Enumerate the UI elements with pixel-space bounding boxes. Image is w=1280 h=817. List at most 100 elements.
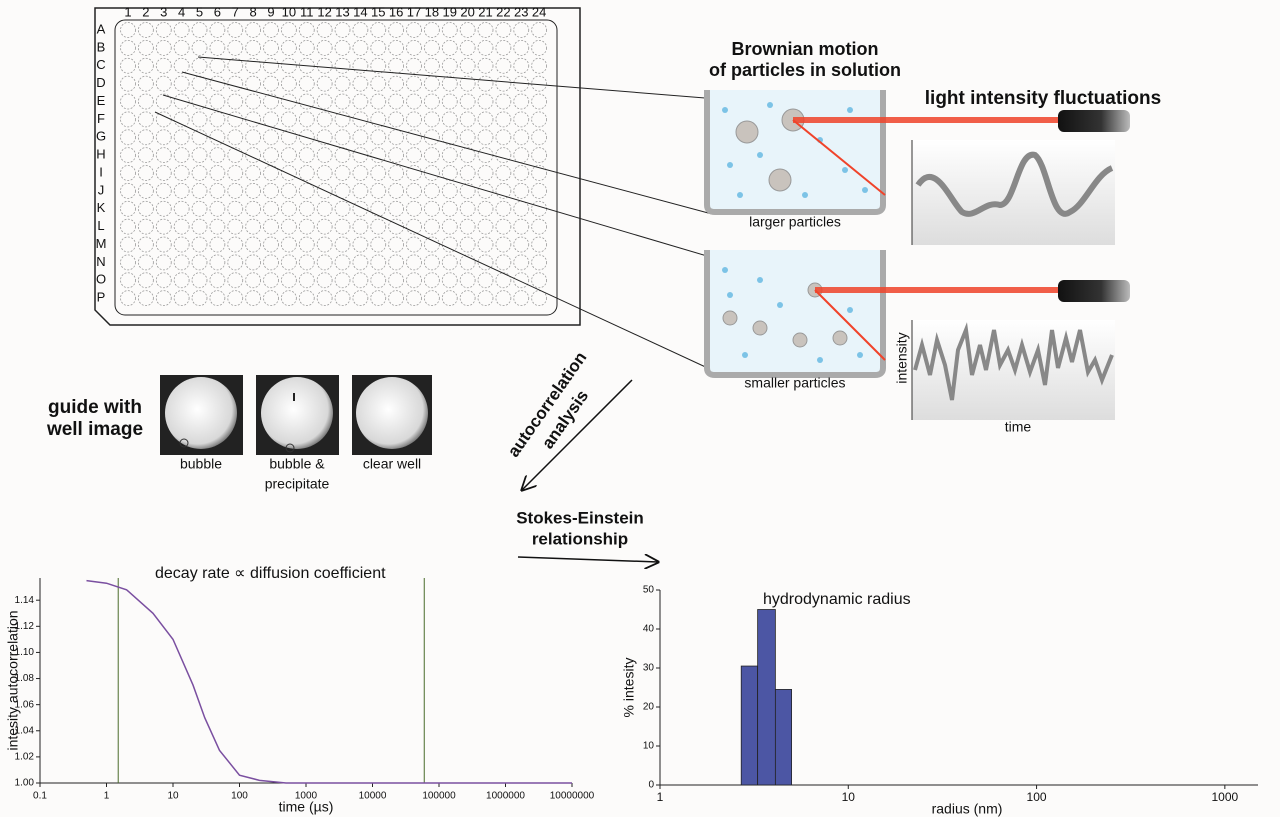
column-label: 10 — [282, 4, 296, 19]
well — [407, 183, 422, 198]
column-label: 14 — [353, 4, 367, 19]
well — [246, 23, 261, 38]
well — [174, 273, 189, 288]
column-label: 17 — [407, 4, 421, 19]
well — [192, 255, 207, 270]
well — [121, 219, 136, 234]
smaller-label: smaller particles — [744, 375, 845, 391]
well — [335, 23, 350, 38]
well-label: bubble & — [269, 456, 325, 472]
well — [138, 130, 153, 145]
well — [407, 112, 422, 127]
column-label: 24 — [532, 4, 546, 19]
well — [424, 148, 439, 163]
well — [389, 40, 404, 55]
well — [210, 166, 225, 181]
well — [246, 201, 261, 216]
well — [460, 273, 475, 288]
well — [192, 94, 207, 109]
well — [424, 255, 439, 270]
bar — [741, 666, 757, 785]
well — [228, 76, 243, 91]
well — [353, 201, 368, 216]
well — [246, 219, 261, 234]
row-label: J — [98, 182, 105, 197]
well — [121, 130, 136, 145]
well — [156, 255, 171, 270]
y-axis-label: intesity autocorrelation — [5, 610, 21, 750]
well — [192, 291, 207, 306]
data-line — [86, 581, 572, 783]
well — [228, 166, 243, 181]
well — [389, 130, 404, 145]
well — [138, 219, 153, 234]
well — [335, 130, 350, 145]
well — [442, 76, 457, 91]
well — [246, 94, 261, 109]
well — [424, 237, 439, 252]
well — [246, 130, 261, 145]
y-tick-label: 40 — [643, 624, 655, 635]
well — [371, 201, 386, 216]
well — [281, 183, 296, 198]
well — [264, 219, 279, 234]
well — [389, 255, 404, 270]
well — [532, 237, 547, 252]
well — [138, 273, 153, 288]
well — [442, 148, 457, 163]
well — [317, 291, 332, 306]
well — [424, 58, 439, 73]
well — [138, 76, 153, 91]
well — [281, 112, 296, 127]
well — [496, 219, 511, 234]
well — [192, 219, 207, 234]
well — [228, 148, 243, 163]
well — [407, 76, 422, 91]
well — [121, 94, 136, 109]
well — [264, 130, 279, 145]
well — [353, 94, 368, 109]
well — [156, 166, 171, 181]
well — [156, 40, 171, 55]
well — [460, 201, 475, 216]
well — [156, 23, 171, 38]
well — [174, 148, 189, 163]
column-label: 19 — [443, 4, 457, 19]
well — [246, 166, 261, 181]
well — [281, 291, 296, 306]
well — [424, 94, 439, 109]
well — [460, 130, 475, 145]
row-label: M — [96, 236, 107, 251]
well — [424, 23, 439, 38]
column-label: 6 — [214, 4, 221, 19]
well — [353, 219, 368, 234]
well — [174, 201, 189, 216]
well — [335, 201, 350, 216]
well — [299, 23, 314, 38]
well — [210, 219, 225, 234]
well-label: bubble — [180, 456, 222, 472]
well — [478, 40, 493, 55]
well — [121, 237, 136, 252]
well — [138, 112, 153, 127]
well — [478, 166, 493, 181]
well — [353, 166, 368, 181]
well — [514, 166, 529, 181]
well — [264, 112, 279, 127]
well — [496, 76, 511, 91]
well — [317, 94, 332, 109]
trace-y-label: intensity — [894, 332, 910, 383]
well — [389, 166, 404, 181]
well — [442, 237, 457, 252]
well — [532, 201, 547, 216]
well — [424, 273, 439, 288]
well — [496, 166, 511, 181]
well — [514, 112, 529, 127]
well — [424, 291, 439, 306]
bar — [758, 610, 776, 786]
well — [353, 76, 368, 91]
well — [496, 291, 511, 306]
well — [264, 291, 279, 306]
well — [442, 23, 457, 38]
row-label: A — [97, 21, 106, 36]
